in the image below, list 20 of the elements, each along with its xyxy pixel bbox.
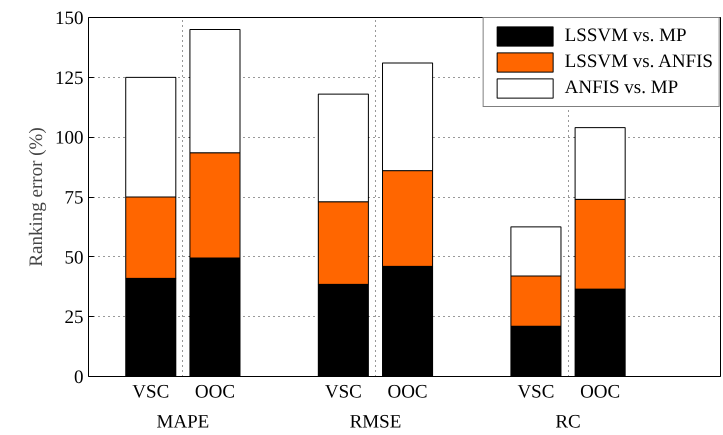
y-tick-label: 100 — [55, 128, 84, 149]
text: RMSE — [350, 412, 402, 432]
text: MAPE — [156, 412, 210, 432]
y-tick-label: 150 — [55, 8, 84, 29]
y-tick-label: 50 — [64, 247, 84, 268]
x-tick-label: VSC — [324, 382, 362, 402]
legend-label: LSSVM vs. ANFIS — [564, 51, 713, 73]
y-tick-label: 75 — [64, 188, 84, 208]
x-tick-label: OOC — [194, 382, 236, 402]
text: RC — [555, 412, 581, 432]
y-tick-label: 25 — [64, 307, 84, 328]
x-tick-label: OOC — [387, 382, 428, 402]
legend-label: LSSVM vs. MP — [564, 25, 687, 47]
y-tick-label: 125 — [55, 68, 84, 89]
x-tick-label: VSC — [132, 382, 170, 402]
x-tick-label: OOC — [580, 382, 620, 402]
y-tick-label: 0 — [74, 367, 84, 388]
y-axis-title: Ranking error (%) — [26, 127, 47, 267]
x-tick-label: VSC — [517, 382, 554, 402]
legend-label: ANFIS vs. MP — [564, 77, 678, 99]
